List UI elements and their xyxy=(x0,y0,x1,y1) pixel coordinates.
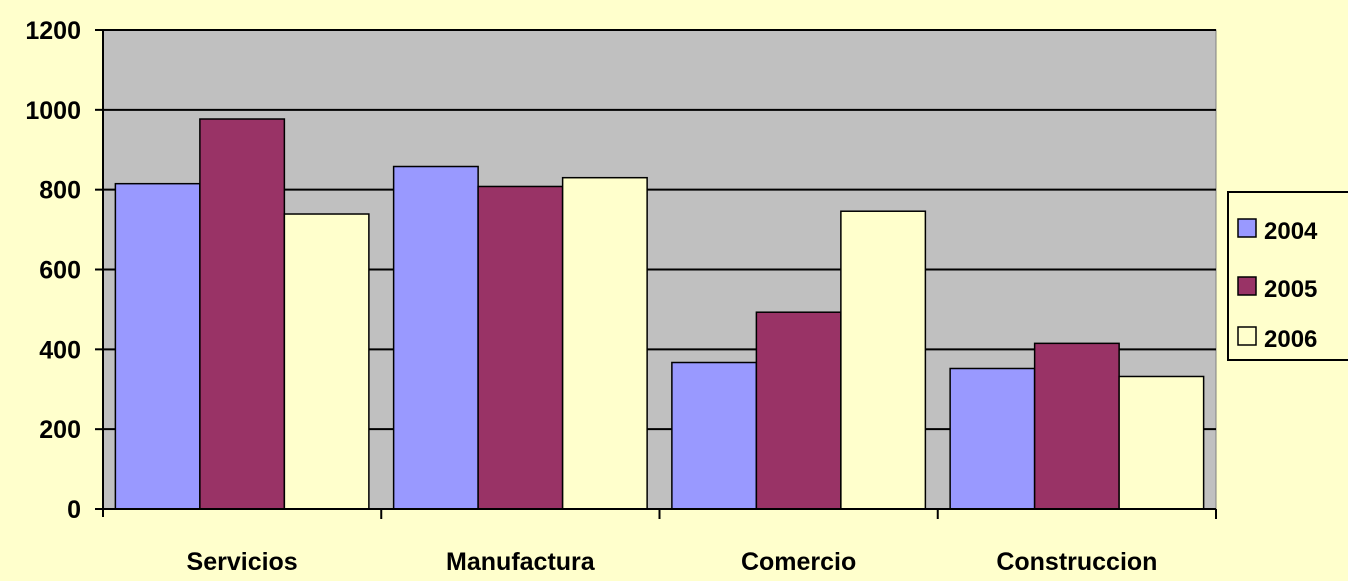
legend-label-2004: 2004 xyxy=(1264,218,1318,245)
legend: 2004 2005 2006 xyxy=(1227,191,1348,361)
y-tick-label: 0 xyxy=(67,496,81,524)
bar-2005-servicios xyxy=(199,118,286,510)
bar-2005-manufactura xyxy=(477,185,564,510)
category-label: Comercio xyxy=(741,548,856,576)
bars xyxy=(114,118,1205,510)
category-label: Manufactura xyxy=(446,548,596,576)
y-tick-label: 600 xyxy=(39,257,81,285)
bar-2004-servicios xyxy=(114,182,201,510)
legend-swatch-2005 xyxy=(1237,276,1257,296)
axes xyxy=(95,29,1217,519)
y-tick-label: 1200 xyxy=(25,17,81,45)
y-tick-label: 800 xyxy=(39,177,81,205)
legend-swatch-2006 xyxy=(1237,326,1257,346)
bar-2005-construccion xyxy=(1033,342,1120,510)
legend-swatch-2004 xyxy=(1237,218,1257,238)
bar-2004-comercio xyxy=(671,361,758,510)
bar-2006-servicios xyxy=(283,213,370,510)
y-tick-label: 200 xyxy=(39,416,81,444)
category-label: Construccion xyxy=(996,548,1157,576)
category-labels: Servicios Manufactura Comercio Construccion xyxy=(187,548,1158,576)
bar-2006-construccion xyxy=(1118,375,1205,510)
bar-2005-comercio xyxy=(755,311,842,510)
bar-2004-construccion xyxy=(949,367,1036,510)
legend-label-2006: 2006 xyxy=(1264,326,1317,353)
legend-label-2005: 2005 xyxy=(1264,276,1317,303)
bar-2006-manufactura xyxy=(561,176,648,510)
y-tick-label: 1000 xyxy=(25,97,81,125)
y-tick-labels: 0 200 400 600 800 1000 1200 xyxy=(25,17,81,524)
bar-2006-comercio xyxy=(840,210,927,510)
bar-2004-manufactura xyxy=(392,165,479,510)
category-label: Servicios xyxy=(187,548,298,576)
y-tick-label: 400 xyxy=(39,336,81,364)
